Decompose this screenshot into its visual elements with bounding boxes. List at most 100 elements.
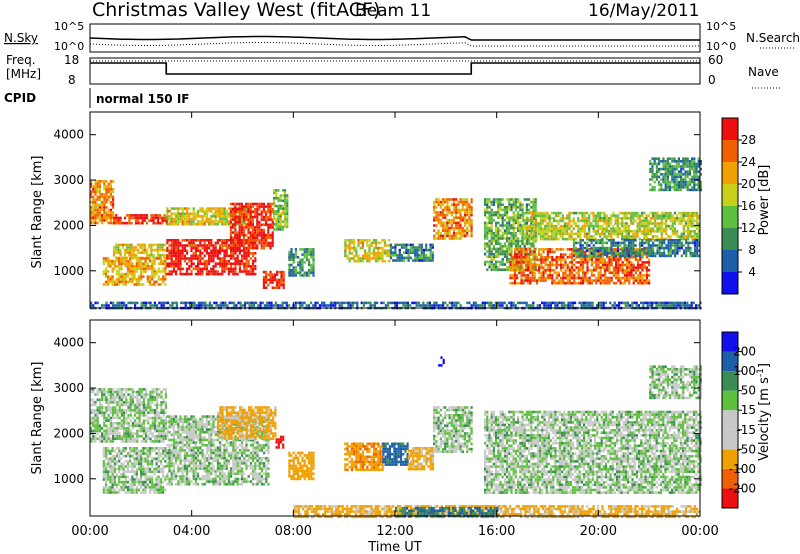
power-cell <box>299 274 302 277</box>
power-cell <box>137 216 140 220</box>
power-cell <box>201 215 204 218</box>
power-cell <box>557 237 560 241</box>
power-cell <box>530 234 533 238</box>
power-cell <box>503 237 506 240</box>
power-cell <box>245 202 248 206</box>
power-cell <box>271 231 274 234</box>
power-cell <box>610 239 613 242</box>
power-cell <box>205 252 208 255</box>
power-cell <box>166 257 169 260</box>
power-cell <box>292 266 295 269</box>
power-cell <box>151 262 154 265</box>
power-cell <box>129 301 132 305</box>
power-cell <box>271 223 274 227</box>
power-cell <box>111 259 114 263</box>
power-cell <box>484 208 487 212</box>
power-cell <box>273 276 276 279</box>
power-cell <box>190 246 193 250</box>
power-cell <box>294 268 297 272</box>
power-cell <box>183 222 186 226</box>
power-cell <box>495 198 498 201</box>
power-cell <box>159 243 162 247</box>
power-cell <box>103 206 106 209</box>
power-cell <box>517 242 520 245</box>
power-cell <box>221 209 224 213</box>
power-cell <box>128 221 131 225</box>
power-cell <box>555 255 558 259</box>
power-cell <box>223 212 226 216</box>
power-cell <box>129 270 132 273</box>
power-cell <box>234 220 237 224</box>
power-cell <box>581 224 584 228</box>
power-cell <box>437 211 440 214</box>
power-cell <box>534 258 537 261</box>
power-cell <box>544 248 547 251</box>
power-cell <box>634 239 637 242</box>
power-cell <box>288 266 291 269</box>
power-cell <box>113 262 116 265</box>
power-cell <box>671 249 675 252</box>
power-cell <box>530 230 534 233</box>
power-cell <box>520 263 523 267</box>
power-cell <box>135 278 138 281</box>
power-cell <box>131 257 134 260</box>
power-cell <box>254 265 257 268</box>
power-cell <box>144 270 147 273</box>
power-cell <box>153 259 156 263</box>
power-cell <box>135 267 138 271</box>
noise-panel-frame <box>89 23 701 53</box>
power-cell <box>170 254 173 258</box>
power-cell <box>691 219 694 223</box>
power-cell <box>203 241 206 245</box>
power-cell <box>389 243 393 247</box>
power-cell <box>105 190 108 194</box>
power-cell <box>539 237 542 241</box>
power-cell <box>273 204 276 208</box>
power-cell <box>614 230 617 233</box>
power-cell <box>349 301 352 305</box>
power-cell <box>566 281 569 285</box>
power-cell <box>486 237 489 240</box>
power-cell <box>691 239 694 242</box>
power-cell <box>630 271 633 275</box>
power-cell <box>691 167 694 171</box>
power-cell <box>353 249 356 252</box>
power-cell <box>277 212 280 216</box>
power-cell <box>96 180 99 183</box>
power-cell <box>560 279 563 282</box>
power-cell <box>506 213 509 217</box>
power-cell <box>616 252 620 255</box>
power-cell <box>177 222 180 226</box>
power-cell <box>102 272 105 276</box>
power-cell <box>248 304 251 307</box>
power-cell <box>277 220 280 223</box>
power-cell <box>616 219 619 223</box>
power-cell <box>433 200 436 204</box>
power-cell <box>189 301 192 305</box>
power-cell <box>463 203 467 206</box>
power-cell <box>310 253 313 256</box>
power-cell <box>530 219 534 223</box>
power-cell <box>199 262 202 265</box>
power-cell <box>164 283 167 286</box>
power-cell <box>616 214 619 217</box>
power-cell <box>262 239 265 242</box>
power-cell <box>586 263 589 267</box>
power-cell <box>273 286 276 289</box>
power-cell <box>260 231 263 234</box>
power-cell <box>407 243 410 247</box>
power-cell <box>422 256 426 260</box>
power-cell <box>357 241 360 245</box>
power-cell <box>548 222 551 225</box>
power-cell <box>466 301 469 305</box>
power-cell <box>508 232 511 235</box>
power-cell <box>490 258 493 261</box>
power-cell <box>678 244 681 247</box>
power-cell <box>169 304 172 307</box>
power-cell <box>203 254 206 258</box>
power-cell <box>463 200 467 204</box>
power-cell <box>386 249 389 252</box>
power-cell <box>658 244 661 247</box>
power-cell <box>649 211 652 215</box>
power-cell <box>604 263 607 267</box>
